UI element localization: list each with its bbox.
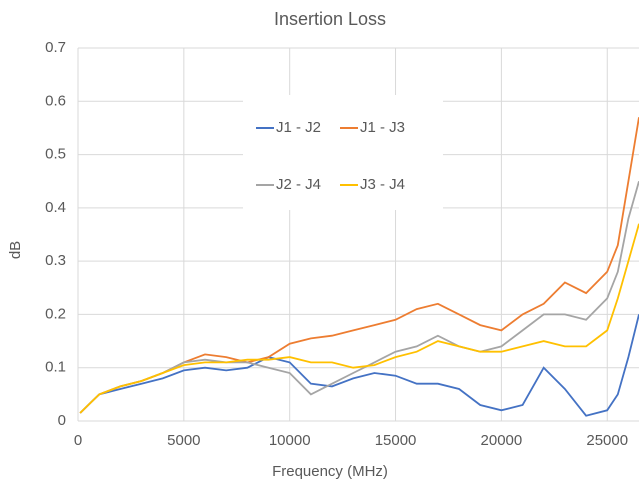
legend-label: J1 - J3 (360, 119, 405, 136)
y-tick-label: 0 (58, 412, 66, 429)
legend-label: J3 - J4 (360, 176, 405, 193)
x-tick-label: 15000 (375, 432, 417, 449)
legend-label: J1 - J2 (276, 119, 321, 136)
x-axis-label: Frequency (MHz) (272, 463, 388, 480)
y-axis-label: dB (7, 241, 24, 259)
legend-label: J2 - J4 (276, 176, 321, 193)
x-tick-label: 20000 (481, 432, 523, 449)
x-tick-label: 10000 (269, 432, 311, 449)
y-tick-label: 0.3 (45, 252, 66, 269)
x-tick-label: 25000 (586, 432, 628, 449)
y-tick-label: 0.1 (45, 359, 66, 376)
x-tick-label: 0 (74, 432, 82, 449)
series-line (79, 314, 639, 417)
y-tick-label: 0.7 (45, 39, 66, 56)
chart-title: Insertion Loss (274, 9, 386, 29)
y-tick-label: 0.4 (45, 199, 66, 216)
y-tick-label: 0.2 (45, 305, 66, 322)
series-line (79, 223, 639, 414)
y-tick-label: 0.6 (45, 92, 66, 109)
y-tick-label: 0.5 (45, 146, 66, 163)
x-tick-label: 5000 (167, 432, 200, 449)
series-line (79, 180, 639, 414)
legend-box (243, 95, 443, 210)
